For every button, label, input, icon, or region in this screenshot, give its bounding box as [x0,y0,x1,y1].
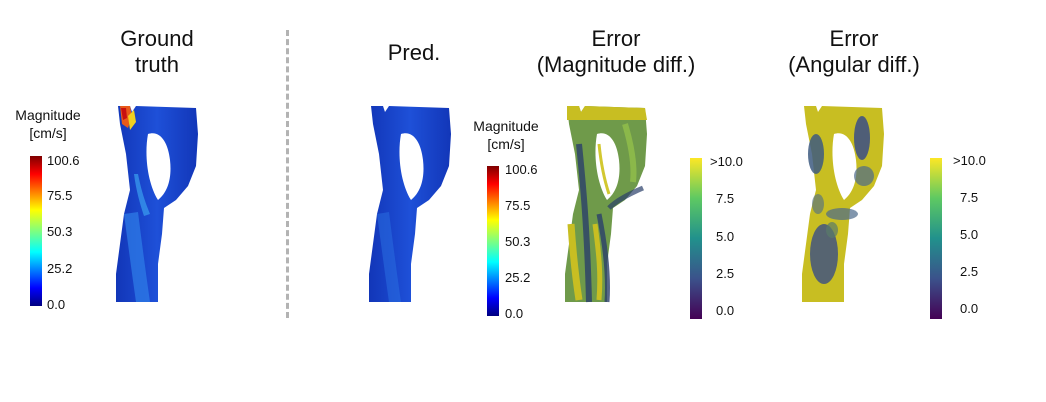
panel-divider [286,30,289,318]
magnitude-tick: 75.5 [505,198,531,213]
magnitude-tick: 0.0 [47,297,66,312]
error-angular-vessel [802,106,884,302]
prediction-vessel [369,106,451,302]
magnitude-tick: 100.6 [505,162,538,177]
error-angular-colorbar [930,158,942,319]
error-tick: 2.5 [716,266,735,281]
ground-truth-title-line2: truth [134,52,180,77]
magnitude-colorbar-right [487,166,499,316]
magnitude-colorbar-title-right: Magnitude [cm/s] [460,117,552,153]
magnitude-colorbar-title-line2: [cm/s] [29,125,67,141]
error-angular-title-line1: Error [829,26,879,51]
magnitude-tick: 25.2 [505,270,531,285]
magnitude-tick: 50.3 [505,234,531,249]
error-tick: 7.5 [716,191,735,206]
magnitude-tick: 0.0 [505,306,524,321]
error-tick: 0.0 [960,301,979,316]
magnitude-colorbar-title-line1: Magnitude [473,118,539,134]
error-angular-title-line2: (Angular diff.) [788,52,920,77]
ground-truth-vessel [116,106,198,302]
error-tick: 0.0 [716,303,735,318]
magnitude-tick: 75.5 [47,188,73,203]
ground-truth-title: Ground truth [97,26,217,78]
magnitude-colorbar-title-left: Magnitude [cm/s] [2,106,94,142]
error-tick: 2.5 [960,264,979,279]
error-tick: 7.5 [960,190,979,205]
magnitude-colorbar-title-line1: Magnitude [15,107,81,123]
magnitude-tick: 100.6 [47,153,80,168]
error-tick: 5.0 [716,229,735,244]
magnitude-tick: 25.2 [47,261,73,276]
error-magnitude-title-line1: Error [591,26,641,51]
prediction-title: Pred. [387,40,441,65]
error-magnitude-vessel [565,106,647,303]
error-tick: >10.0 [710,154,743,169]
ground-truth-title-line1: Ground [120,26,194,51]
magnitude-colorbar-title-line2: [cm/s] [487,136,525,152]
error-tick: >10.0 [953,153,986,168]
error-magnitude-title-line2: (Magnitude diff.) [536,52,696,77]
error-tick: 5.0 [960,227,979,242]
error-magnitude-title: Error (Magnitude diff.) [509,26,723,78]
error-angular-title: Error (Angular diff.) [764,26,944,78]
magnitude-tick: 50.3 [47,224,73,239]
error-magnitude-colorbar [690,158,702,319]
magnitude-colorbar-left [30,156,42,306]
